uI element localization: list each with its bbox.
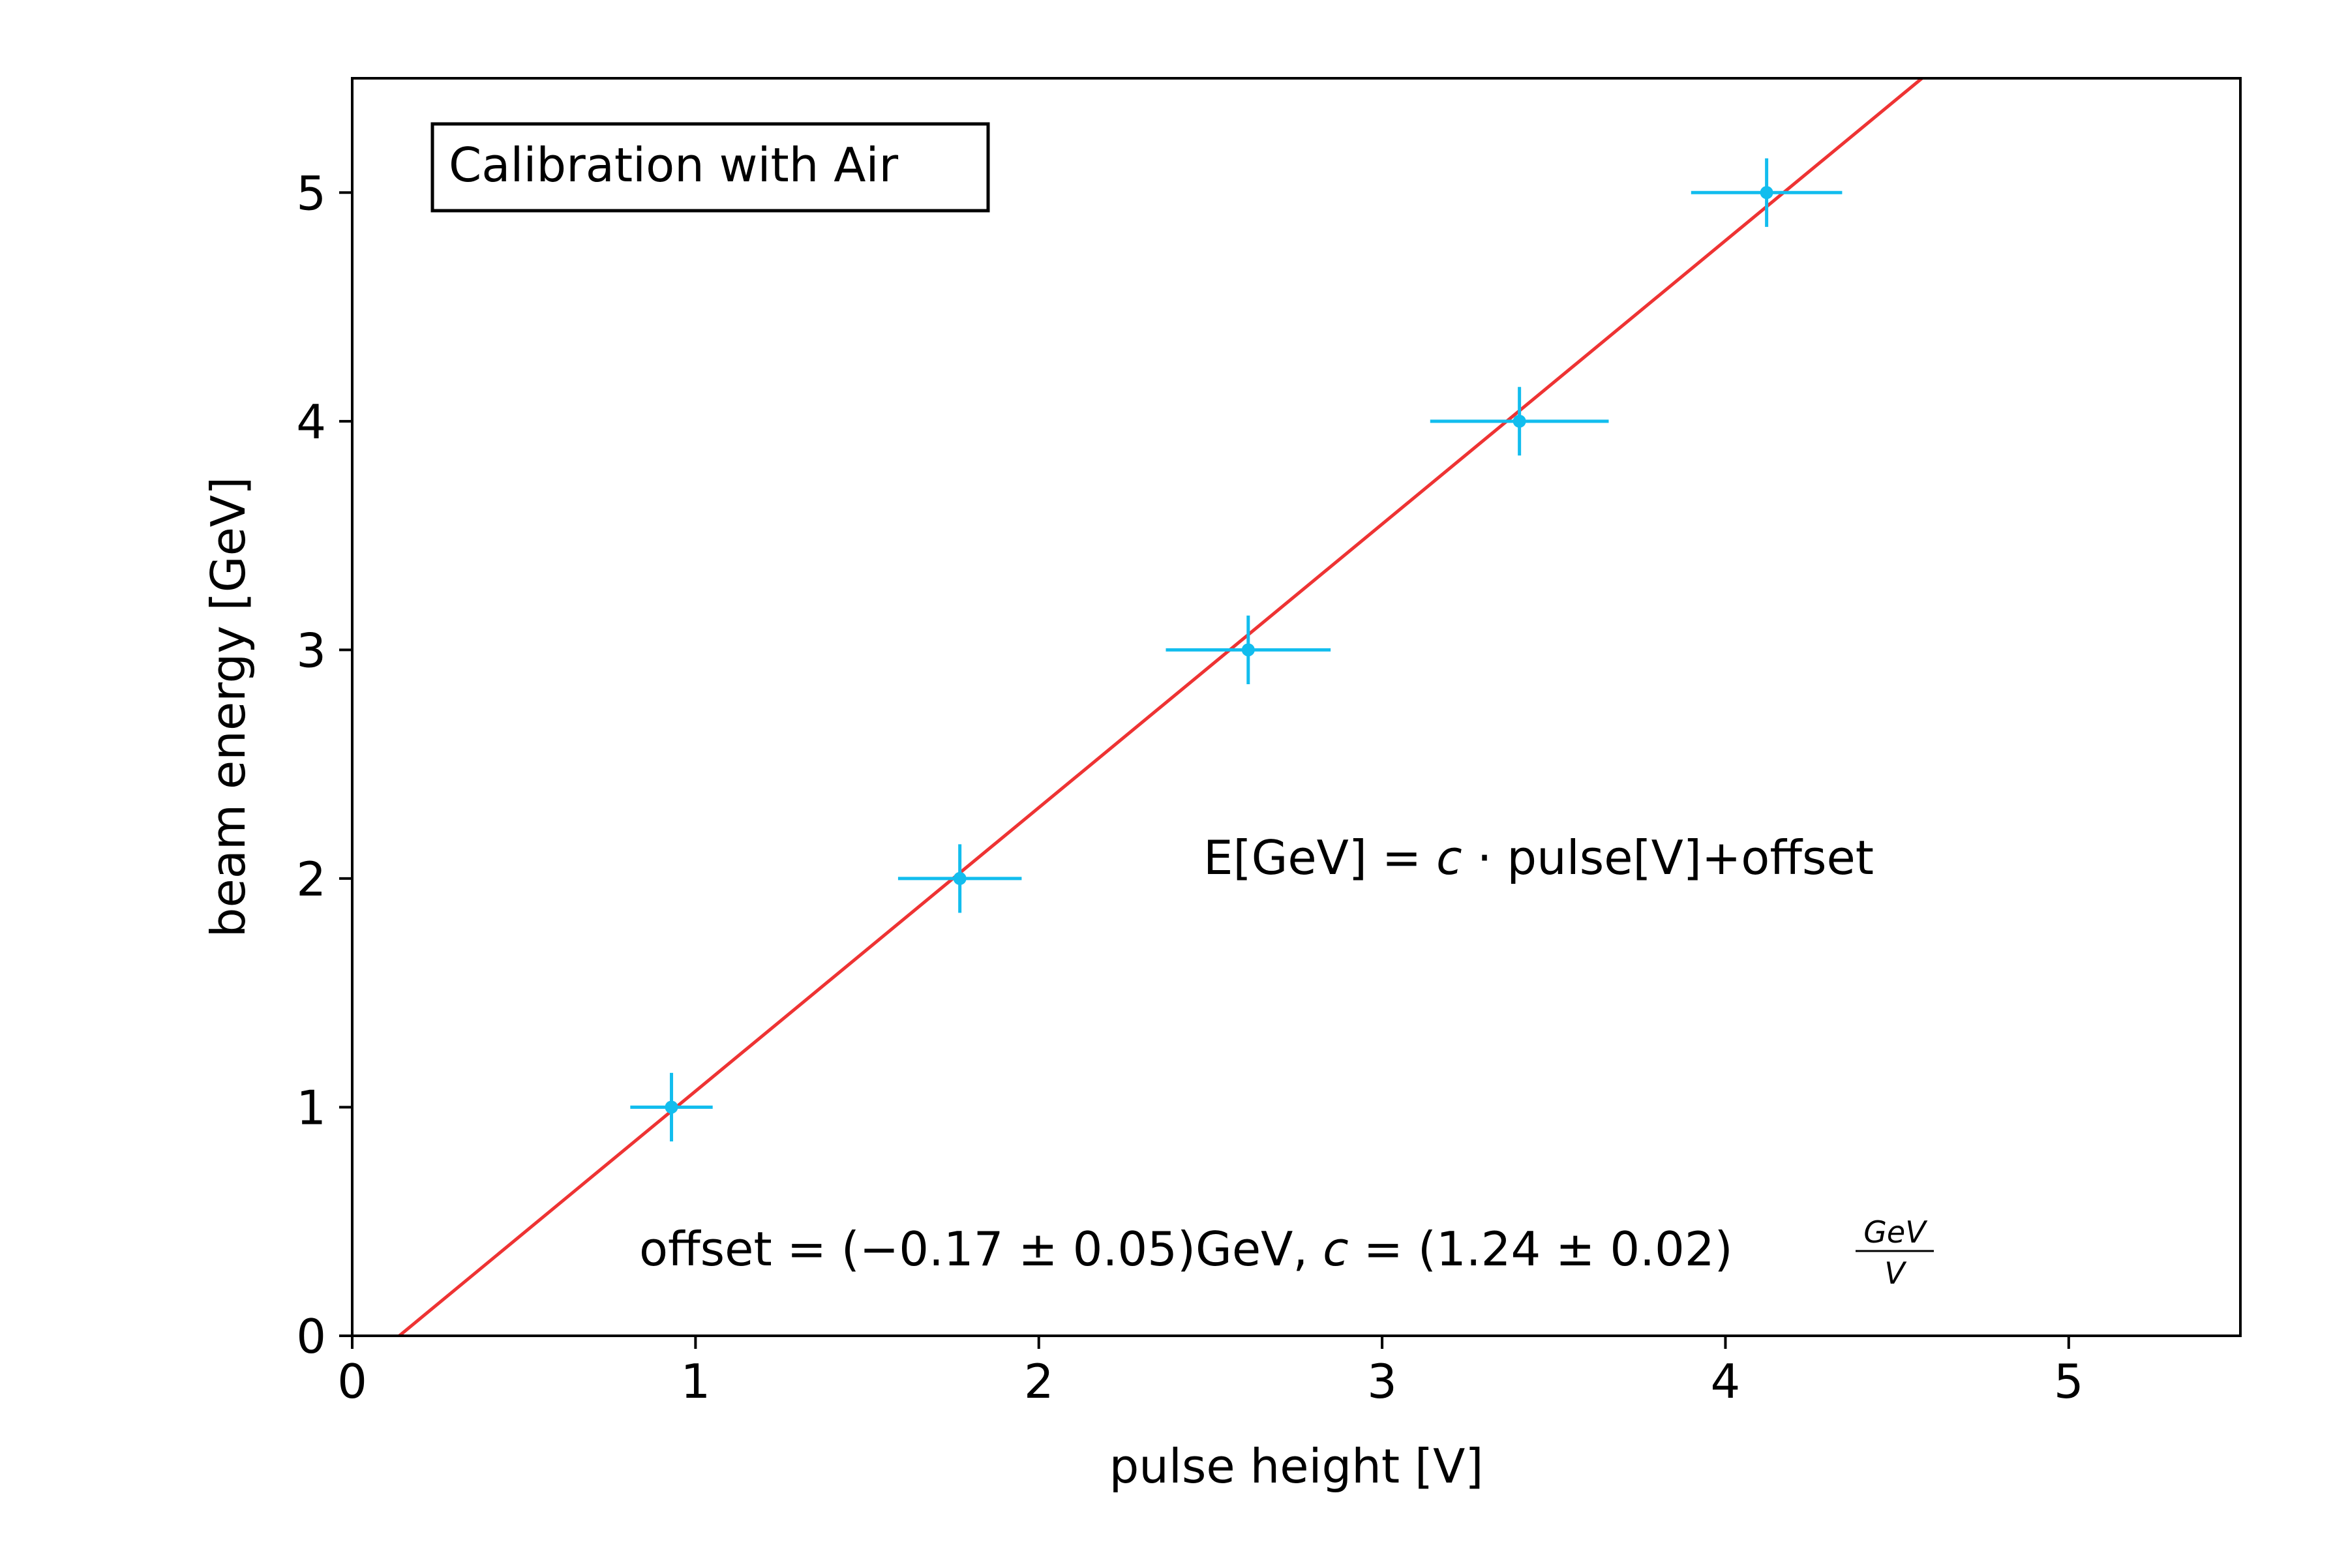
point-marker: [1760, 186, 1773, 200]
legend-text: Calibration with Air: [449, 138, 899, 192]
plot-area: [397, 78, 1925, 1336]
x-tick-label: 3: [1367, 1354, 1397, 1409]
point-marker: [665, 1100, 678, 1114]
x-tick-label: 1: [680, 1354, 710, 1409]
x-axis-label: pulse height [V]: [1109, 1439, 1484, 1494]
x-tick-label: 5: [2054, 1354, 2084, 1409]
data-point: [1166, 615, 1331, 684]
result-c: c: [1323, 1222, 1349, 1276]
ticks: 0 1 2 3 4 5 0 1 2 3 4 5: [296, 166, 2084, 1409]
formula-c: c: [1436, 830, 1462, 885]
y-tick-label: 0: [296, 1309, 326, 1364]
result-c-value: = (1.24 ± 0.02): [1349, 1222, 1733, 1276]
data-point: [1430, 387, 1609, 456]
fit-line: [397, 78, 1925, 1336]
result-offset: offset = (−0.17 ± 0.05)GeV,: [639, 1222, 1323, 1276]
y-tick-label: 1: [296, 1080, 326, 1135]
point-marker: [953, 871, 967, 885]
formula-lhs: E[GeV]: [1203, 830, 1367, 885]
data-point: [1691, 158, 1843, 227]
data-point: [897, 844, 1022, 913]
formula-rest: · pulse[V]+offset: [1462, 830, 1874, 885]
y-tick-label: 5: [296, 166, 326, 220]
x-tick-label: 4: [1711, 1354, 1741, 1409]
unit-denominator: V: [1884, 1256, 1907, 1291]
result-annotation: offset = (−0.17 ± 0.05)GeV, c = (1.24 ± …: [639, 1222, 1733, 1276]
point-marker: [1241, 643, 1255, 657]
axes-frame: [351, 77, 2242, 1337]
y-tick-label: 3: [296, 623, 326, 678]
y-tick-label: 2: [296, 852, 326, 907]
x-tick-label: 0: [337, 1354, 367, 1409]
formula-eq: =: [1367, 830, 1436, 885]
formula-annotation: E[GeV] = c · pulse[V]+offset: [1203, 830, 1874, 885]
y-tick-label: 4: [296, 395, 326, 449]
data-point: [630, 1072, 713, 1142]
unit-numerator: GeV: [1863, 1214, 1928, 1250]
legend-box: [430, 122, 990, 213]
y-axis-label: beam energy [GeV]: [201, 477, 256, 937]
point-marker: [1513, 414, 1526, 428]
x-tick-label: 2: [1024, 1354, 1054, 1409]
